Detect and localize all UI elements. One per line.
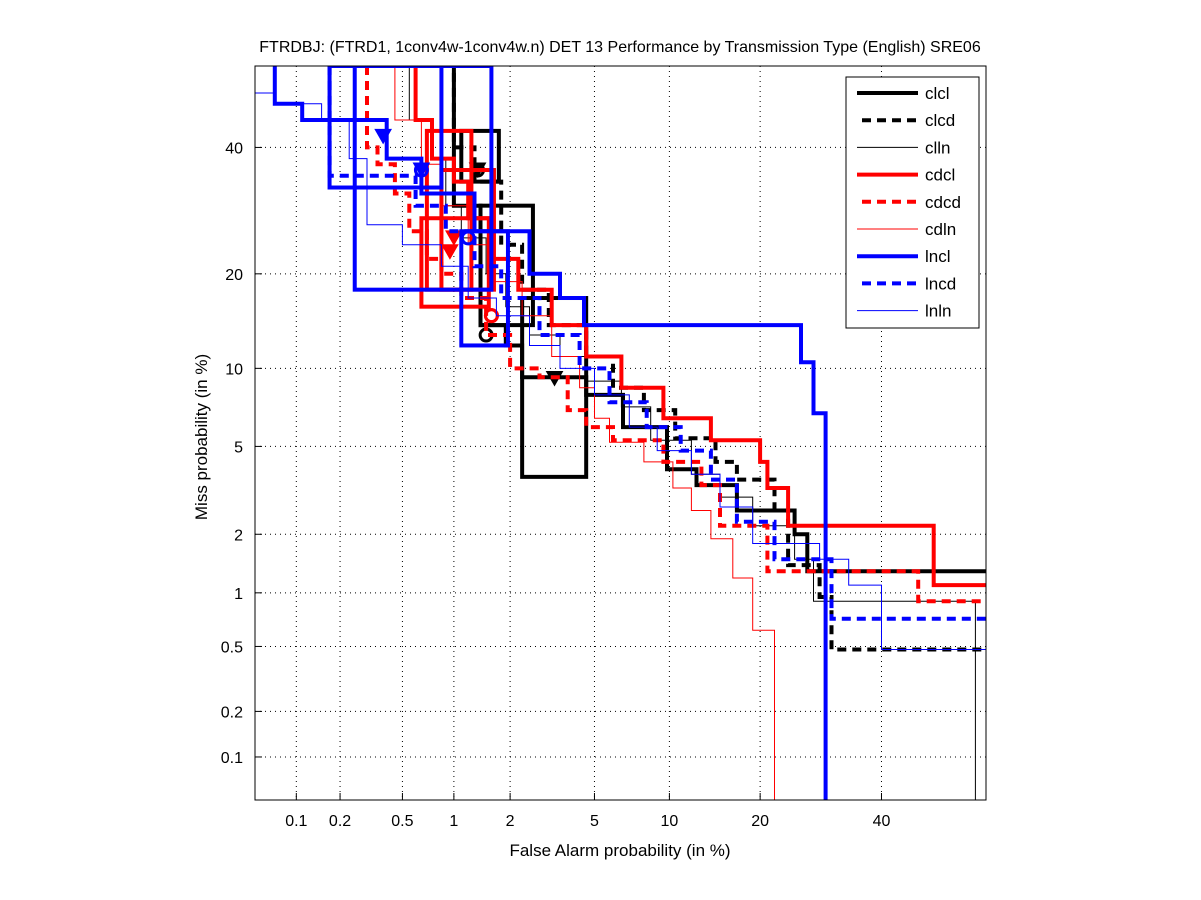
x-tick-label: 5: [590, 813, 599, 830]
lncd-min-dcf-marker: [374, 128, 392, 145]
y-tick-label: 0.1: [221, 750, 243, 767]
x-tick-label: 40: [873, 813, 891, 830]
y-tick-label: 1: [234, 586, 243, 603]
legend: clcl clcd clln cdcl cdcd cdln lncl lncd lnln: [845, 76, 980, 329]
series-lnln-line: [255, 92, 986, 650]
cdcd-confidence-box: [419, 216, 491, 309]
x-ticks: 0.1 0.2 0.5 1 2 5 10 20 40: [285, 793, 890, 830]
legend-label-lnln: lnln: [925, 302, 951, 321]
legend-label-lncd: lncd: [925, 274, 956, 293]
legend-label-cdcl: cdcl: [925, 166, 955, 185]
series-clcd-line: [445, 66, 986, 652]
y-tick-label: 20: [225, 267, 243, 284]
y-tick-label: 2: [234, 527, 243, 544]
lncd-confidence-box: [327, 66, 444, 190]
legend-label-lncl: lncl: [925, 247, 951, 266]
y-tick-label: 0.2: [221, 704, 243, 721]
series-layer: [255, 66, 986, 800]
y-axis-label: Miss probability (in %): [192, 354, 211, 520]
plot-frame: [254, 65, 987, 801]
legend-label-clcd: clcd: [925, 111, 955, 130]
series-cdln-line: [394, 66, 775, 800]
axes: [254, 65, 987, 801]
y-tick-label: 40: [225, 140, 243, 157]
x-tick-label: 0.2: [329, 813, 351, 830]
legend-label-clln: clln: [925, 138, 951, 157]
lncl-confidence-box: [352, 66, 494, 292]
chart-title: FTRDBJ: (FTRD1, 1conv4w-1conv4w.n) DET 1…: [259, 39, 981, 56]
x-tick-label: 20: [751, 813, 769, 830]
x-tick-label: 0.5: [391, 813, 413, 830]
y-tick-label: 5: [234, 439, 243, 456]
clcd-confidence-box: [459, 128, 501, 184]
y-tick-label: 10: [225, 361, 243, 378]
legend-label-cdln: cdln: [925, 220, 956, 239]
x-tick-label: 10: [660, 813, 678, 830]
lncd-actual-dcf-marker: [413, 162, 429, 178]
y-ticks: 0.1 0.2 0.5 1 2 5 10 20 40: [221, 140, 262, 767]
cdcd-min-dcf-marker: [441, 244, 459, 260]
x-tick-label: 0.1: [285, 813, 307, 830]
legend-label-clcl: clcl: [925, 84, 950, 103]
series-cdcl-line: [394, 66, 986, 588]
y-tick-label: 0.5: [221, 639, 243, 656]
legend-label-cdcd: cdcd: [925, 193, 961, 212]
x-axis-label: False Alarm probability (in %): [509, 841, 730, 860]
x-tick-label: 1: [449, 813, 458, 830]
lncl-confidence-box-2: [459, 229, 510, 348]
x-tick-label: 2: [506, 813, 515, 830]
